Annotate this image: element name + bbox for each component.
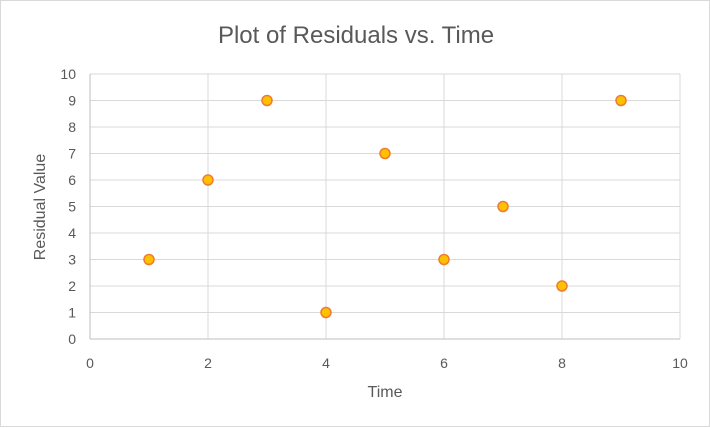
x-tick-label: 8 — [558, 355, 566, 371]
data-point — [497, 200, 509, 213]
y-tick-label: 3 — [68, 252, 76, 268]
data-point — [261, 94, 273, 107]
gridlines — [90, 73, 681, 339]
data-point — [556, 280, 568, 292]
y-tick-label: 9 — [68, 93, 76, 109]
x-tick-label: 2 — [204, 355, 212, 371]
data-point — [438, 253, 450, 266]
y-tick-label: 8 — [68, 119, 76, 135]
data-points — [143, 94, 627, 319]
y-tick-label: 6 — [68, 172, 76, 188]
x-tick-label: 6 — [440, 355, 448, 371]
y-tick-label: 1 — [68, 305, 76, 321]
x-tick-label: 4 — [322, 355, 330, 371]
x-axis-title: Time — [368, 384, 403, 401]
x-tick-label: 10 — [672, 355, 688, 371]
y-tick-label: 4 — [68, 225, 76, 241]
y-tick-label: 7 — [68, 146, 76, 162]
y-tick-label: 10 — [60, 66, 76, 82]
data-point — [379, 147, 391, 160]
y-axis-title: Residual Value — [32, 154, 49, 261]
x-tick-label: 0 — [86, 355, 94, 371]
data-point — [143, 253, 155, 266]
y-tick-label: 0 — [68, 331, 76, 347]
data-point — [202, 174, 214, 186]
data-point — [320, 306, 332, 319]
data-point — [615, 94, 627, 107]
y-tick-label: 5 — [68, 199, 76, 215]
chart-title: Plot of Residuals vs. Time — [218, 22, 494, 49]
axes — [89, 74, 680, 340]
tick-labels: 0 1 2 3 4 5 6 7 8 9 10 0 2 4 6 8 10 — [60, 66, 688, 371]
y-tick-label: 2 — [68, 278, 76, 294]
